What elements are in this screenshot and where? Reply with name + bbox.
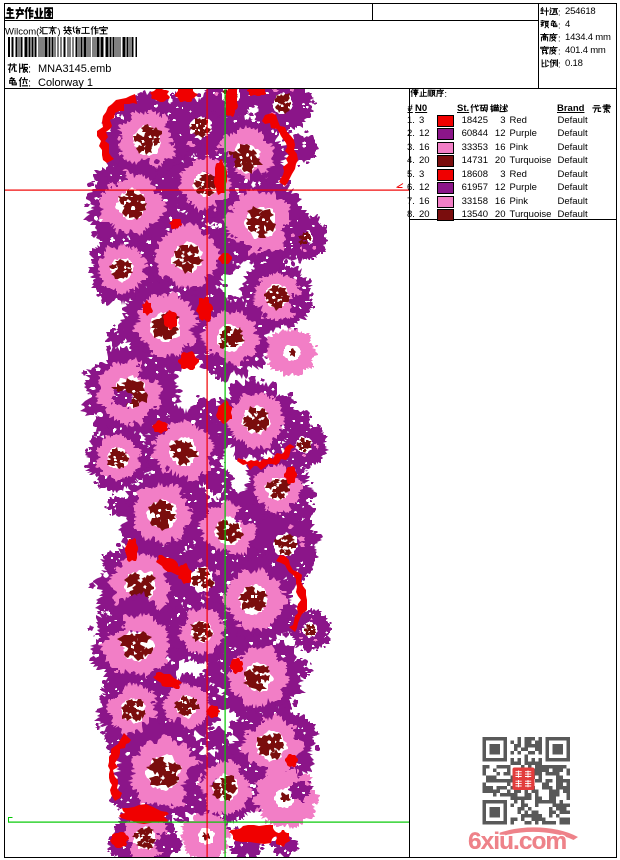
svg-text:6xiu.com: 6xiu.com (468, 828, 566, 855)
svg-text:6xiu.com: 6xiu.com (468, 828, 566, 855)
